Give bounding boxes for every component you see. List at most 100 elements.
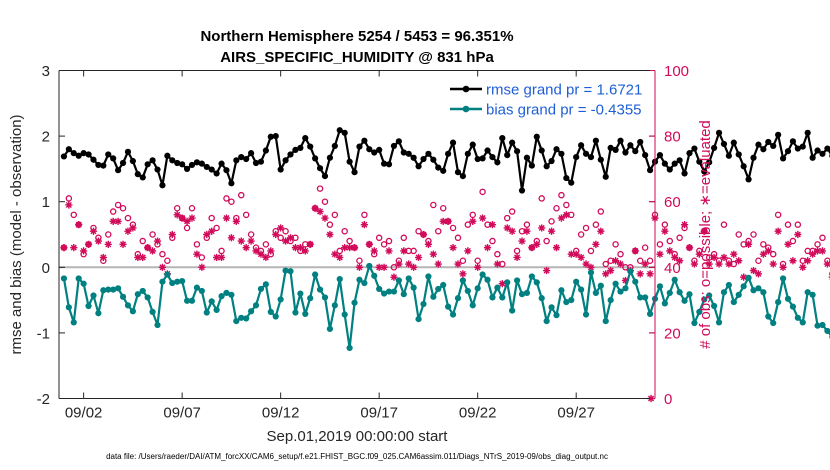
bias-point: [489, 294, 496, 301]
bias-line: [62, 264, 830, 350]
bias-point: [765, 313, 772, 320]
rmse-point: [814, 147, 821, 154]
rmse-point: [287, 151, 294, 158]
rmse-point: [518, 187, 526, 194]
rmse-point: [341, 129, 348, 136]
rmse-point: [750, 154, 757, 161]
obs-evaluated-marker: [809, 250, 817, 258]
obs-possible-marker: [242, 211, 250, 219]
rmse-point: [607, 144, 614, 152]
obs-possible-marker: [262, 241, 270, 248]
obs-possible-marker: [479, 188, 486, 196]
bias-point: [548, 304, 555, 311]
obs-possible-marker: [124, 214, 132, 222]
rmse-point: [809, 154, 816, 161]
obs-possible-marker: [577, 231, 585, 238]
bias-point: [272, 313, 279, 320]
obs-evaluated-marker: [365, 240, 373, 248]
legend-rmse-marker: [462, 85, 470, 93]
bias-point: [445, 303, 452, 310]
obs-evaluated-marker: [454, 260, 462, 268]
obs-evaluated-marker: [779, 263, 787, 271]
obs-evaluated-marker: [503, 224, 511, 232]
bias-point: [760, 289, 767, 296]
bias-point: [543, 317, 550, 325]
rmse-point: [445, 150, 452, 157]
obs-possible-marker: [548, 218, 555, 225]
bias-point: [154, 321, 161, 329]
bias-point: [159, 278, 166, 285]
obs-evaluated-marker: [528, 244, 536, 252]
bias-point: [706, 292, 713, 299]
rmse-point: [819, 150, 826, 157]
obs-possible-marker: [735, 231, 742, 238]
obs-possible-marker: [375, 234, 383, 242]
rmse-point: [233, 157, 240, 164]
obs-evaluated-marker: [483, 244, 492, 252]
obs-possible-marker: [666, 237, 674, 245]
obs-evaluated-marker: [636, 270, 644, 278]
left-tick-label: -2: [37, 391, 50, 408]
bias-point: [661, 300, 668, 307]
bias-point: [228, 291, 235, 298]
bias-point: [789, 303, 797, 310]
obs-evaluated-marker: [178, 214, 186, 222]
y-axis-label-right: # of obs: o=possible; ∗=evaluated: [697, 120, 714, 349]
obs-evaluated-marker: [65, 201, 73, 209]
obs-possible-marker: [508, 208, 516, 215]
bias-point: [715, 319, 723, 326]
rmse-point: [257, 158, 265, 165]
rmse-point: [420, 155, 427, 163]
rmse-point: [686, 150, 693, 157]
bias-point: [533, 279, 540, 286]
bias-point: [676, 289, 683, 296]
rmse-point: [316, 165, 324, 172]
obs-possible-marker: [198, 254, 206, 261]
bias-point: [701, 296, 708, 303]
obs-possible-marker: [646, 257, 654, 264]
bias-point: [735, 291, 742, 298]
obs-possible-marker: [114, 201, 122, 209]
obs-evaluated-marker: [429, 250, 437, 258]
bias-point: [60, 275, 68, 282]
x-tick-label: 09/02: [65, 405, 103, 422]
bias-point: [474, 285, 481, 292]
bias-point: [686, 291, 693, 298]
bias-point: [277, 296, 284, 303]
bias-point: [70, 319, 77, 326]
bias-series: [60, 262, 830, 352]
obs-evaluated-marker: [799, 263, 807, 271]
obs-possible-marker: [538, 195, 545, 202]
obs-possible-marker: [676, 234, 683, 242]
obs-evaluated-marker: [99, 253, 107, 262]
obs-possible-marker: [617, 250, 624, 258]
obs-evaluated-marker: [676, 257, 684, 265]
rmse-point: [395, 138, 402, 145]
obs-possible-marker: [105, 231, 112, 238]
obs-possible-marker: [558, 191, 565, 199]
obs-possible-marker: [794, 221, 802, 228]
bias-point: [784, 295, 792, 302]
bias-point: [794, 314, 801, 321]
obs-evaluated-marker: [208, 227, 216, 235]
bias-point: [755, 285, 762, 292]
bias-point: [134, 291, 141, 298]
rmse-point: [144, 161, 151, 168]
rmse-point: [105, 151, 112, 158]
bias-point: [558, 287, 565, 294]
obs-evaluated-marker: [794, 230, 802, 239]
rmse-point: [661, 160, 668, 167]
rmse-point: [346, 158, 353, 165]
bias-point: [819, 321, 826, 329]
rmse-point: [292, 146, 299, 153]
bias-point: [223, 289, 230, 296]
bias-point: [420, 300, 427, 308]
bias-point: [642, 294, 649, 301]
obs-evaluated-marker: [592, 240, 600, 248]
right-tick-label: 40: [664, 260, 681, 277]
obs-possible-marker: [188, 205, 196, 212]
obs-possible-marker: [439, 205, 447, 212]
obs-evaluated-marker: [419, 230, 428, 239]
obs-evaluated-marker: [533, 240, 541, 248]
rmse-point: [770, 142, 777, 150]
